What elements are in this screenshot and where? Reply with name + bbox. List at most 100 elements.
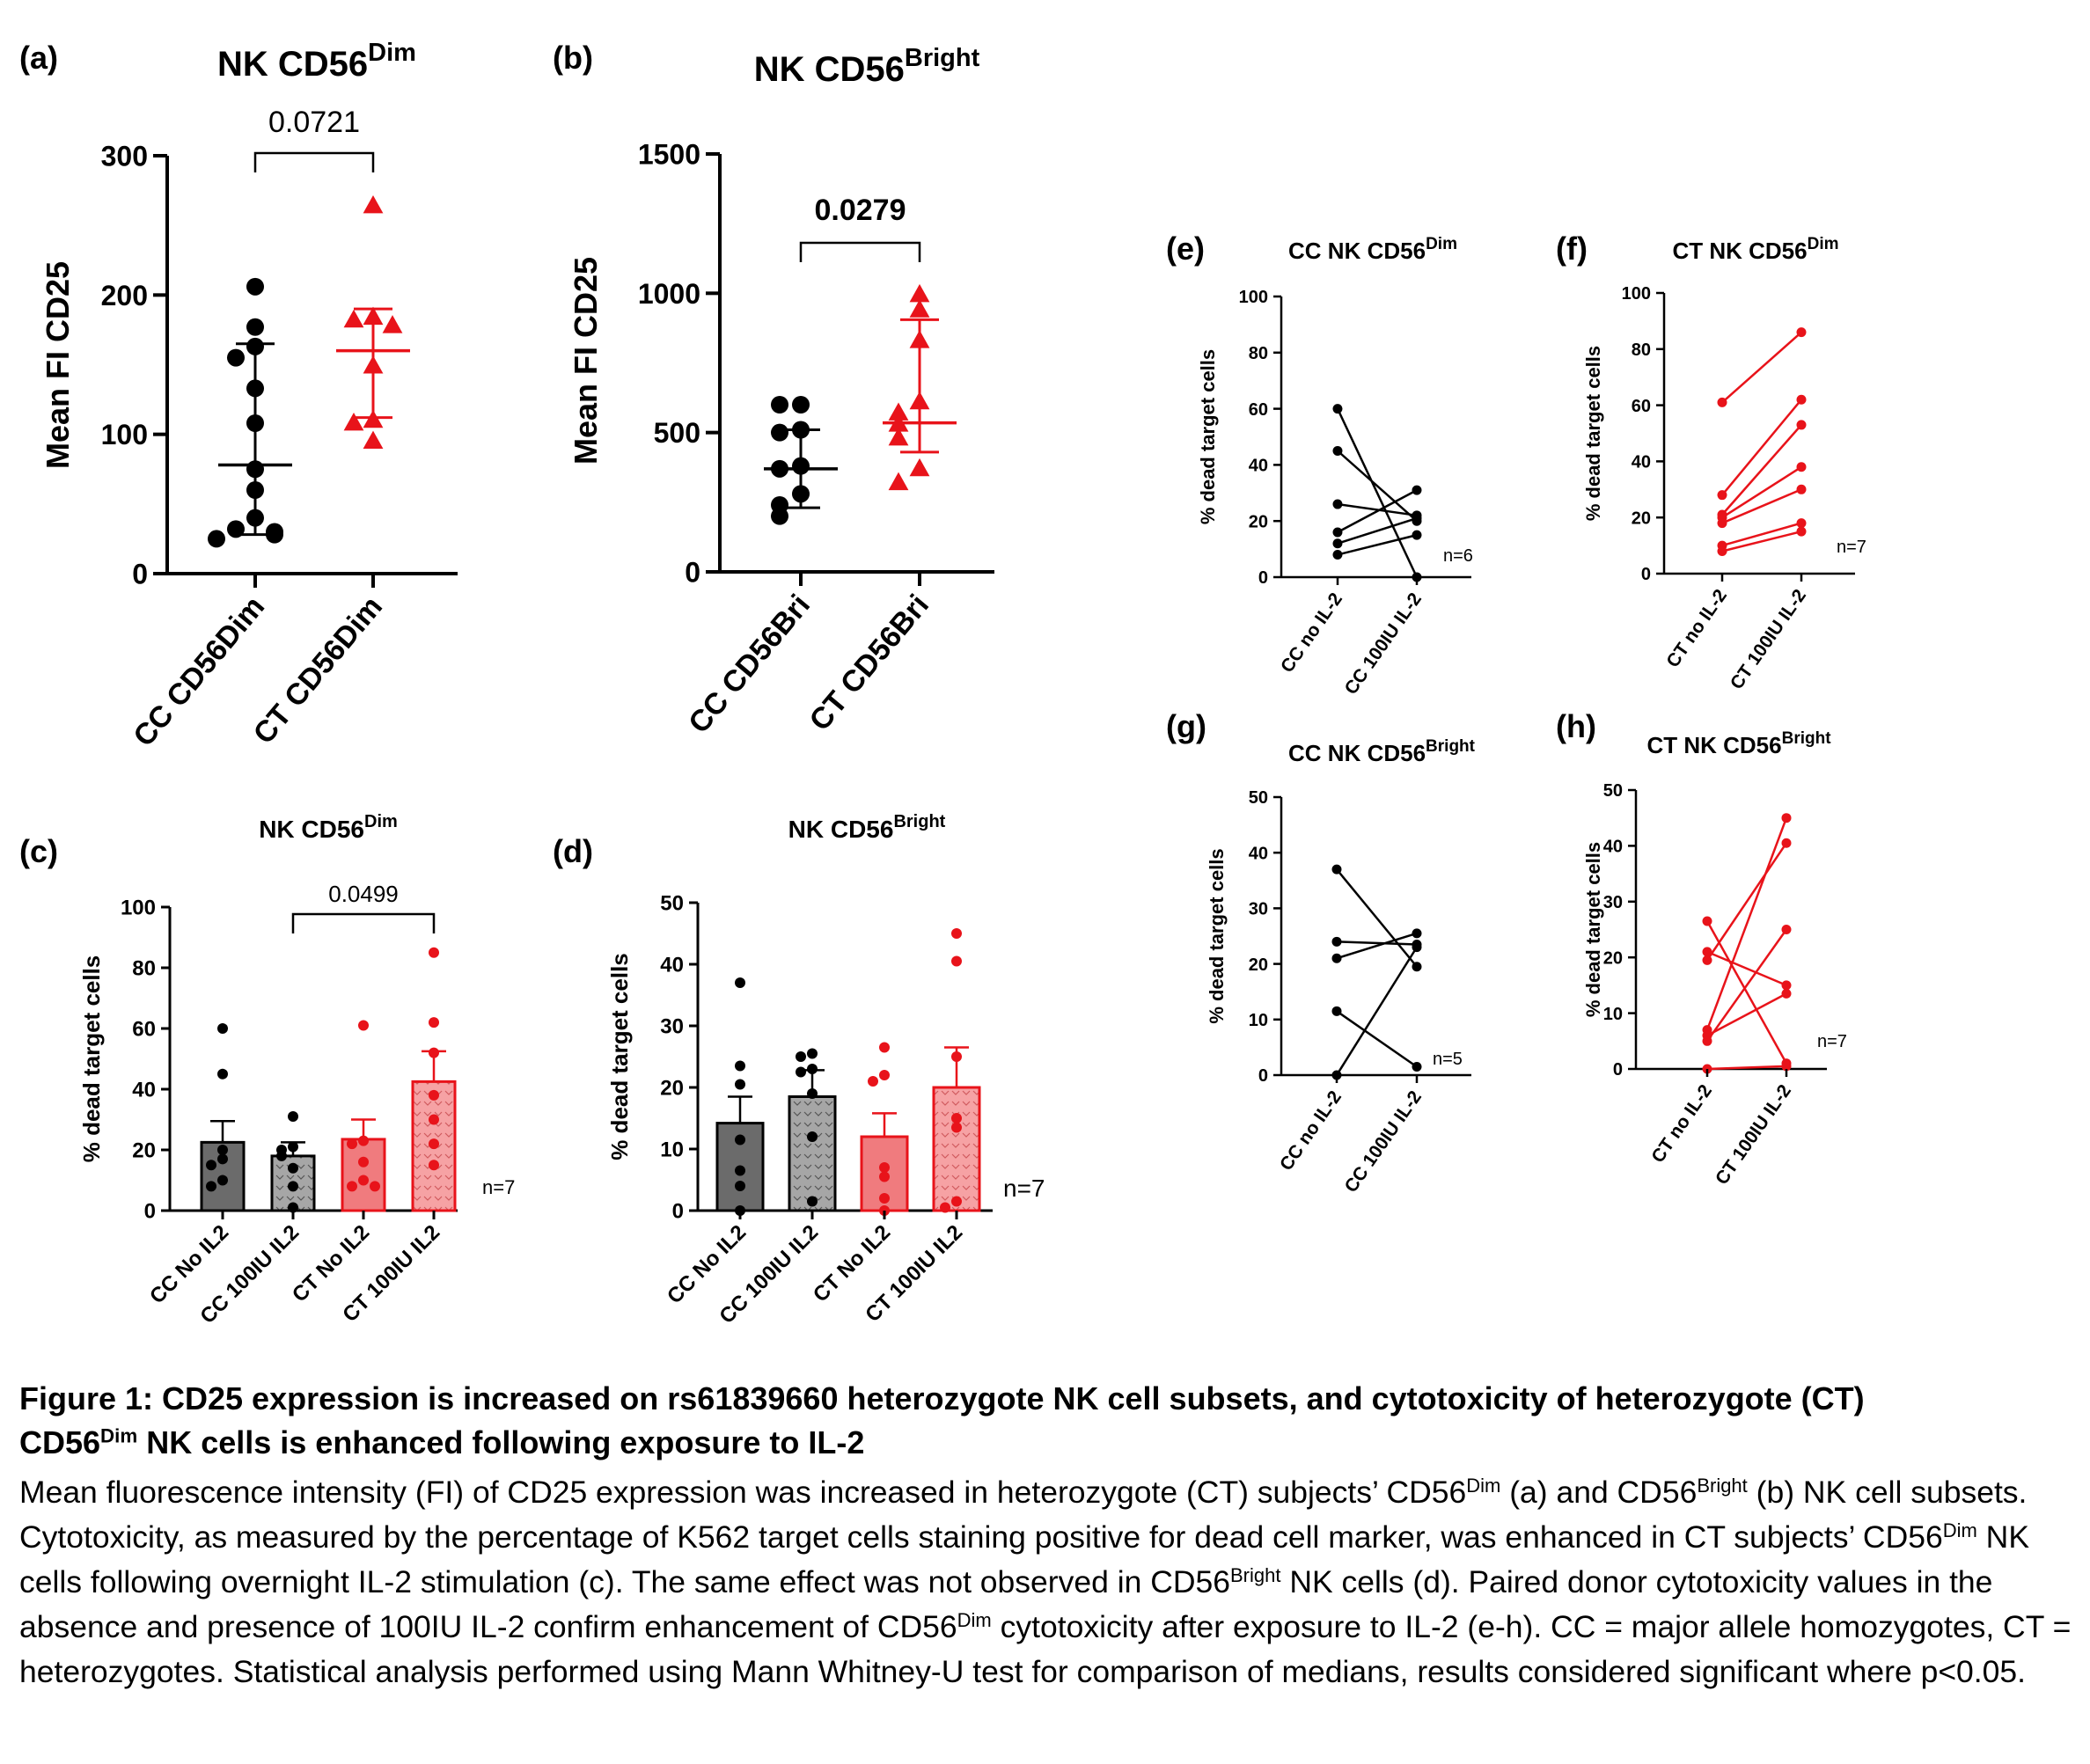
e-title: CC NK CD56Dim (1288, 235, 1457, 264)
d-point-3-3 (951, 1113, 962, 1124)
d-point-0-5 (735, 1181, 745, 1191)
g-point-post-3 (1412, 1062, 1422, 1072)
e-point-post-3 (1412, 485, 1422, 495)
f-pair-line-1 (1721, 399, 1802, 496)
h-x-label-0: CT no IL-2 (1647, 1081, 1716, 1167)
e-y-tick-label-2: 40 (1249, 457, 1268, 476)
c-point-2-3 (358, 1156, 369, 1167)
a-point-0-0 (246, 277, 264, 296)
d-bar-3 (932, 1086, 981, 1212)
f-pair-line-3 (1721, 465, 1802, 519)
a-y-tick-label-1: 100 (101, 419, 148, 450)
c-point-3-6 (429, 1160, 439, 1171)
a-y-tick-label-0: 0 (132, 559, 148, 590)
f-x-label-0: CT no IL-2 (1662, 586, 1731, 671)
g-title: CC NK CD56Bright (1288, 737, 1476, 766)
a-point-0-7 (246, 481, 264, 499)
e-point-pre-0 (1332, 404, 1343, 414)
f-point-post-1 (1796, 394, 1807, 405)
f-point-post-6 (1796, 526, 1807, 537)
d-y-tick-label-0: 0 (672, 1200, 684, 1224)
d-point-0-2 (735, 1079, 745, 1090)
h-pair-line-2 (1705, 842, 1788, 962)
b-point-1-2 (909, 330, 930, 348)
c-point-2-6 (370, 1181, 380, 1192)
d-point-3-5 (951, 1196, 962, 1207)
e-pair-line-1 (1337, 450, 1418, 523)
c-point-0-4 (206, 1160, 216, 1171)
c-point-0-5 (217, 1175, 228, 1186)
h-point-post-1 (1781, 980, 1792, 991)
c-point-0-6 (206, 1181, 216, 1192)
a-point-1-7 (363, 430, 384, 449)
h-y-tick-label-4: 40 (1603, 838, 1623, 857)
h-pair-line-0 (1705, 920, 1788, 1065)
b-point-1-0 (909, 283, 930, 303)
f-x-label-1: CT 100IU IL-2 (1727, 586, 1810, 693)
caption-text-1: Mean fluorescence intensity (FI) of CD25… (19, 1475, 1467, 1510)
d-point-1-5 (807, 1131, 818, 1142)
b-point-1-3 (909, 391, 930, 410)
a-point-0-12 (208, 530, 225, 548)
g-n-label: n=5 (1433, 1050, 1463, 1069)
e-panel-letter: (e) (1166, 231, 1205, 267)
f-y-tick-label-0: 0 (1641, 565, 1651, 584)
c-point-0-3 (217, 1153, 228, 1165)
f-y-tick-label-5: 100 (1622, 284, 1651, 304)
h-y-tick-label-0: 0 (1613, 1060, 1623, 1080)
g-y-tick-label-2: 20 (1249, 955, 1268, 975)
b-point-1-4 (888, 402, 909, 421)
h-n-label: n=7 (1817, 1032, 1847, 1051)
g-x-label-0: CC no IL-2 (1276, 1087, 1346, 1175)
e-y-tick-label-0: 0 (1258, 568, 1268, 588)
f-y-tick-label-2: 40 (1632, 453, 1651, 472)
b-point-1-1 (909, 299, 930, 318)
c-point-1-4 (288, 1162, 298, 1174)
a-point-0-9 (227, 520, 245, 538)
d-point-0-4 (735, 1165, 745, 1176)
b-point-0-4 (792, 457, 810, 475)
h-point-pre-1 (1702, 947, 1712, 957)
h-y-tick-label-1: 10 (1603, 1005, 1623, 1024)
g-y-tick-label-1: 10 (1249, 1011, 1268, 1030)
h-point-post-4 (1781, 988, 1792, 999)
g-pair-line-0 (1336, 868, 1418, 968)
c-title: NK CD56Dim (259, 812, 398, 843)
caption-title-sup: Dim (100, 1424, 138, 1447)
g-y-tick-label-4: 40 (1249, 844, 1268, 863)
e-point-post-5 (1412, 530, 1422, 540)
a-significance-bracket (253, 151, 375, 172)
e-y-label: % dead target cells (1197, 349, 1219, 524)
a-point-0-6 (246, 460, 264, 479)
g-x-label-1: CC 100IU IL-2 (1341, 1087, 1426, 1197)
a-point-1-0 (363, 195, 384, 214)
h-point-pre-0 (1702, 916, 1712, 926)
f-point-pre-6 (1717, 545, 1727, 556)
caption-text-4: NK cells following overnight IL-2 stimul… (19, 1519, 2029, 1599)
a-panel-letter: (a) (19, 40, 58, 76)
g-pair-line-1 (1336, 941, 1418, 946)
a-title: NK CD56Dim (217, 39, 416, 84)
h-point-post-5 (1781, 925, 1792, 934)
e-pair-line-0 (1336, 408, 1419, 578)
d-y-tick-label-4: 40 (660, 954, 684, 977)
b-point-1-5 (888, 414, 909, 432)
a-point-0-3 (227, 348, 245, 367)
h-point-post-6 (1781, 1061, 1792, 1072)
e-point-pre-1 (1332, 445, 1343, 456)
d-point-3-6 (940, 1202, 950, 1213)
e-pair-line-2 (1337, 502, 1418, 517)
caption-sup-bright-1: Bright (1697, 1474, 1748, 1497)
f-pair-line-6 (1721, 530, 1802, 553)
d-point-1-4 (807, 1088, 818, 1099)
d-point-2-2 (868, 1076, 878, 1087)
e-x-label-0: CC no IL-2 (1277, 589, 1346, 677)
h-y-tick-label-5: 50 (1603, 781, 1623, 801)
b-point-0-2 (792, 421, 810, 439)
f-point-post-3 (1796, 462, 1807, 472)
a-pvalue: 0.0721 (268, 106, 360, 139)
f-point-pre-0 (1717, 397, 1727, 407)
c-point-1-1 (288, 1141, 298, 1153)
c-point-1-3 (276, 1150, 287, 1161)
